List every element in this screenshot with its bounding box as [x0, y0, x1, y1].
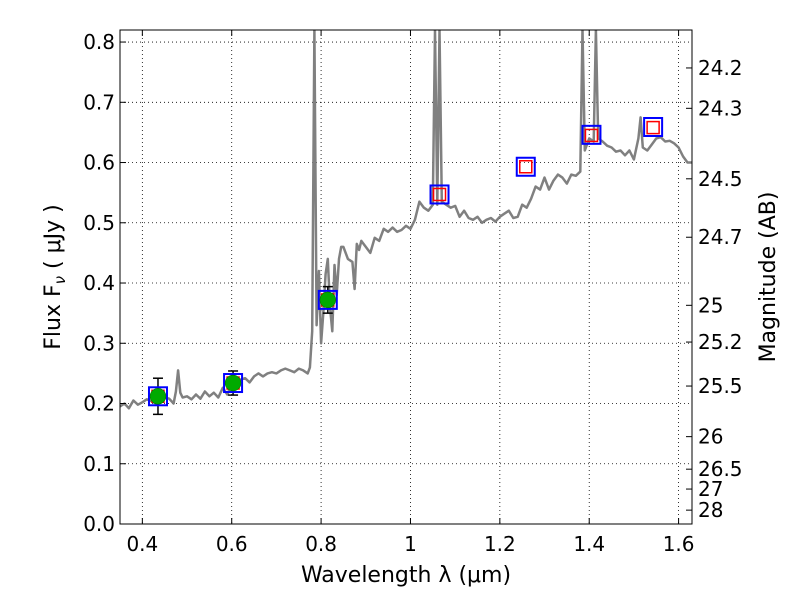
x-tick-label: 1.6 — [663, 532, 695, 556]
blue-square-marker — [643, 116, 664, 137]
blue-square-marker — [581, 124, 602, 145]
spectrum-line — [120, 30, 692, 410]
blue-square-marker — [317, 289, 338, 310]
green-circle-marker — [319, 291, 337, 309]
red-square-marker — [432, 187, 447, 202]
marker-layer — [147, 116, 664, 416]
right-tick-label: 24.5 — [698, 167, 743, 191]
red-square-marker — [646, 120, 660, 135]
right-tick-label: 25 — [698, 293, 723, 317]
red-square-marker — [519, 160, 533, 174]
x-tick-label: 1 — [404, 532, 417, 556]
y-label-unit: ( μJy ) — [41, 204, 66, 276]
right-tick-label: 27 — [698, 477, 723, 501]
y-tick-label: 0.0 — [83, 512, 115, 536]
x-axis-label: Wavelength λ (μm) — [301, 563, 511, 588]
right-tick-label: 24.2 — [698, 56, 743, 80]
tick-layer: 0.4 0.6 0.8 1 1.2 1.4 1.6 0.0 0.1 0.2 0.3 0.4 0.5 0.6… — [83, 30, 743, 556]
right-tick-label: 26.5 — [698, 457, 743, 481]
green-circle-marker — [149, 388, 167, 405]
y-tick-label: 0.4 — [83, 271, 115, 295]
blue-square-marker — [515, 156, 536, 177]
y-tick-label: 0.2 — [83, 392, 115, 416]
plot-frame — [119, 29, 693, 525]
x-tick-label: 1.4 — [573, 532, 605, 556]
blue-square-marker — [429, 184, 450, 205]
y-tick-label: 0.3 — [83, 331, 115, 355]
y-tick-label: 0.1 — [83, 452, 115, 476]
grid-layer — [120, 30, 692, 525]
blue-square-marker — [223, 373, 244, 394]
right-tick-label: 25.5 — [698, 374, 743, 398]
y-tick-label: 0.6 — [83, 151, 115, 175]
right-tick-label: 24.7 — [698, 225, 743, 249]
y-label-main: Flux F — [41, 284, 66, 349]
series-layer — [120, 30, 692, 410]
y-tick-label: 0.7 — [83, 90, 115, 114]
y-tick-label: 0.8 — [83, 30, 115, 54]
right-tick-label: 24.3 — [698, 96, 743, 120]
right-tick-label: 26 — [698, 425, 723, 449]
x-tick-label: 0.6 — [216, 532, 248, 556]
blue-square-marker — [147, 386, 168, 407]
x-tick-label: 1.2 — [484, 532, 516, 556]
right-tick-label: 28 — [698, 498, 723, 522]
right-tick-label: 25.2 — [698, 330, 743, 354]
y-label-sub: ν — [51, 276, 69, 284]
green-circle-marker — [224, 374, 242, 392]
y-axis-label-left: Flux Fν ( μJy ) — [41, 204, 69, 349]
y-tick-label: 0.5 — [83, 211, 115, 235]
red-square-marker — [584, 128, 599, 143]
x-tick-label: 0.8 — [305, 532, 337, 556]
y-axis-label-right: Magnitude (AB) — [756, 192, 781, 363]
x-tick-label: 0.4 — [126, 532, 158, 556]
